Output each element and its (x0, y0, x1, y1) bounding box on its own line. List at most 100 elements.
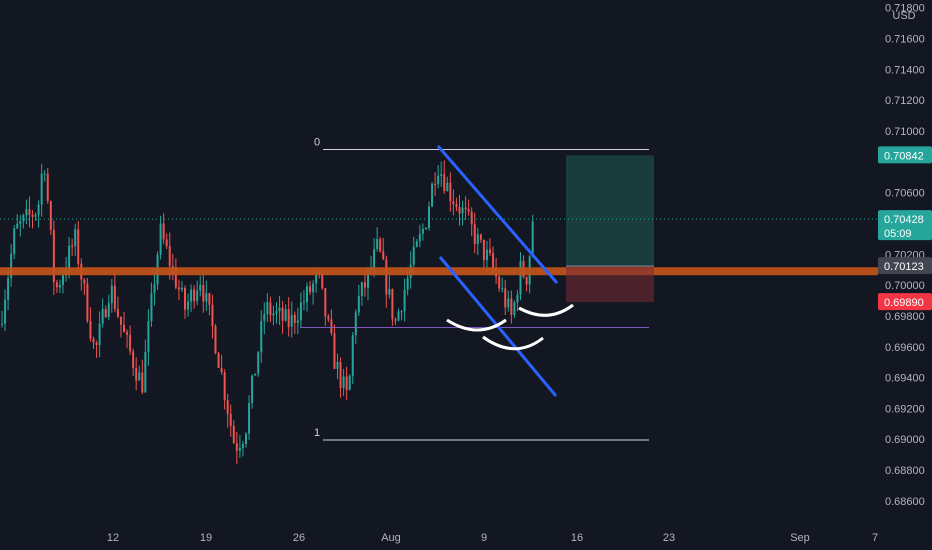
candle-body (275, 311, 278, 314)
candle-body (424, 227, 427, 229)
candle-body (315, 272, 318, 284)
stop-loss-box[interactable] (566, 266, 654, 303)
candle-body (519, 260, 522, 295)
price-tick-label: 0.69800 (885, 311, 925, 323)
candle-body (123, 324, 125, 333)
price-tick-label: 0.69600 (885, 342, 925, 354)
time-tick-label: 12 (107, 532, 119, 544)
candle-body (440, 174, 443, 176)
candle-body (1, 323, 3, 325)
candle-body (388, 288, 391, 295)
candle-body (52, 229, 55, 283)
candle-body (382, 251, 385, 260)
candle-body (470, 211, 473, 225)
support-zone[interactable] (0, 267, 878, 276)
candle-body (296, 320, 299, 323)
candle-body (28, 209, 31, 215)
candle-body (266, 302, 269, 315)
candle-body (400, 311, 403, 313)
candle-body (126, 332, 129, 335)
price-axis[interactable]: 0.71800 0.71600 0.71400 0.71200 0.71000 0.706… (885, 3, 925, 508)
candle-body (153, 284, 156, 294)
candle-body (467, 209, 470, 212)
candle-body (74, 229, 77, 247)
candle-body (229, 413, 232, 426)
candle-body (290, 314, 293, 327)
arc-shoulder-left[interactable] (446, 318, 507, 332)
price-badges: 0.70842 0.70428 05:09 0.70123 0.69890 (878, 146, 932, 311)
candle-body (223, 372, 226, 401)
candle-body (321, 274, 324, 289)
take-profit-badge-value: 0.70842 (884, 150, 924, 162)
candle-body (504, 288, 507, 308)
candle-body (287, 309, 290, 327)
candle-body (421, 228, 424, 234)
candle-body (235, 443, 238, 451)
candle-body (34, 214, 37, 217)
countdown-label: 05:09 (884, 228, 912, 240)
candle-body (98, 323, 101, 346)
candle-body (132, 351, 135, 369)
candle-body (113, 285, 116, 310)
candle-body (147, 321, 150, 352)
candle-body (360, 282, 363, 297)
price-tick-label: 0.71400 (885, 64, 925, 76)
candle-body (138, 372, 141, 381)
time-tick-label: 26 (293, 532, 305, 544)
time-tick-label: 19 (200, 532, 212, 544)
candle-body (431, 183, 434, 207)
candle-body (452, 201, 455, 205)
arc-shoulder-right[interactable] (518, 303, 574, 317)
candle-body (7, 277, 10, 300)
candle-body (177, 287, 180, 290)
candle-body (245, 433, 247, 445)
candle-body (324, 288, 327, 317)
candle-body (4, 299, 7, 324)
time-tick-label: Aug (381, 532, 401, 544)
candle-body (19, 221, 22, 224)
candle-body (406, 277, 409, 290)
candle-body (260, 320, 263, 353)
candle-body (196, 290, 199, 302)
candle-body (180, 287, 183, 290)
candle-body (16, 223, 19, 229)
price-tick-label: 0.71000 (885, 126, 925, 138)
arc-bottom[interactable] (482, 335, 544, 351)
price-tick-label: 0.69400 (885, 373, 925, 385)
candle-body (525, 276, 528, 285)
candle-body (208, 293, 211, 305)
candle-body (485, 249, 488, 261)
candle-body (162, 223, 165, 240)
candle-body (531, 221, 534, 257)
candle-body (501, 288, 504, 290)
candle-body (284, 309, 287, 321)
candle-body (278, 307, 281, 312)
candle-body (141, 372, 144, 393)
time-axis[interactable]: 12 19 26 Aug 9 16 23 Sep 7 (107, 532, 878, 544)
time-tick-label: 7 (872, 532, 878, 544)
candle-body (58, 284, 61, 288)
candle-body (217, 353, 220, 368)
candle-body (199, 284, 202, 291)
candle-body (269, 302, 272, 316)
candle-body (281, 307, 284, 321)
price-tick-label: 0.68600 (885, 496, 925, 508)
time-tick-label: 9 (481, 532, 487, 544)
candle-body (168, 246, 171, 266)
time-tick-label: 23 (663, 532, 675, 544)
trendline-upper[interactable] (436, 145, 559, 284)
candle-body (107, 303, 110, 318)
price-tick-label: 0.71800 (885, 3, 925, 15)
take-profit-badge (878, 146, 932, 164)
candle-body (516, 294, 519, 303)
candle-body (86, 283, 89, 321)
take-profit-box[interactable] (566, 155, 654, 267)
candle-body (363, 282, 366, 288)
candle-body (254, 373, 257, 376)
candle-body (174, 267, 177, 288)
candle-body (55, 282, 58, 288)
candle-body (461, 207, 464, 214)
candle-body (479, 234, 482, 240)
candle-body (376, 239, 379, 250)
